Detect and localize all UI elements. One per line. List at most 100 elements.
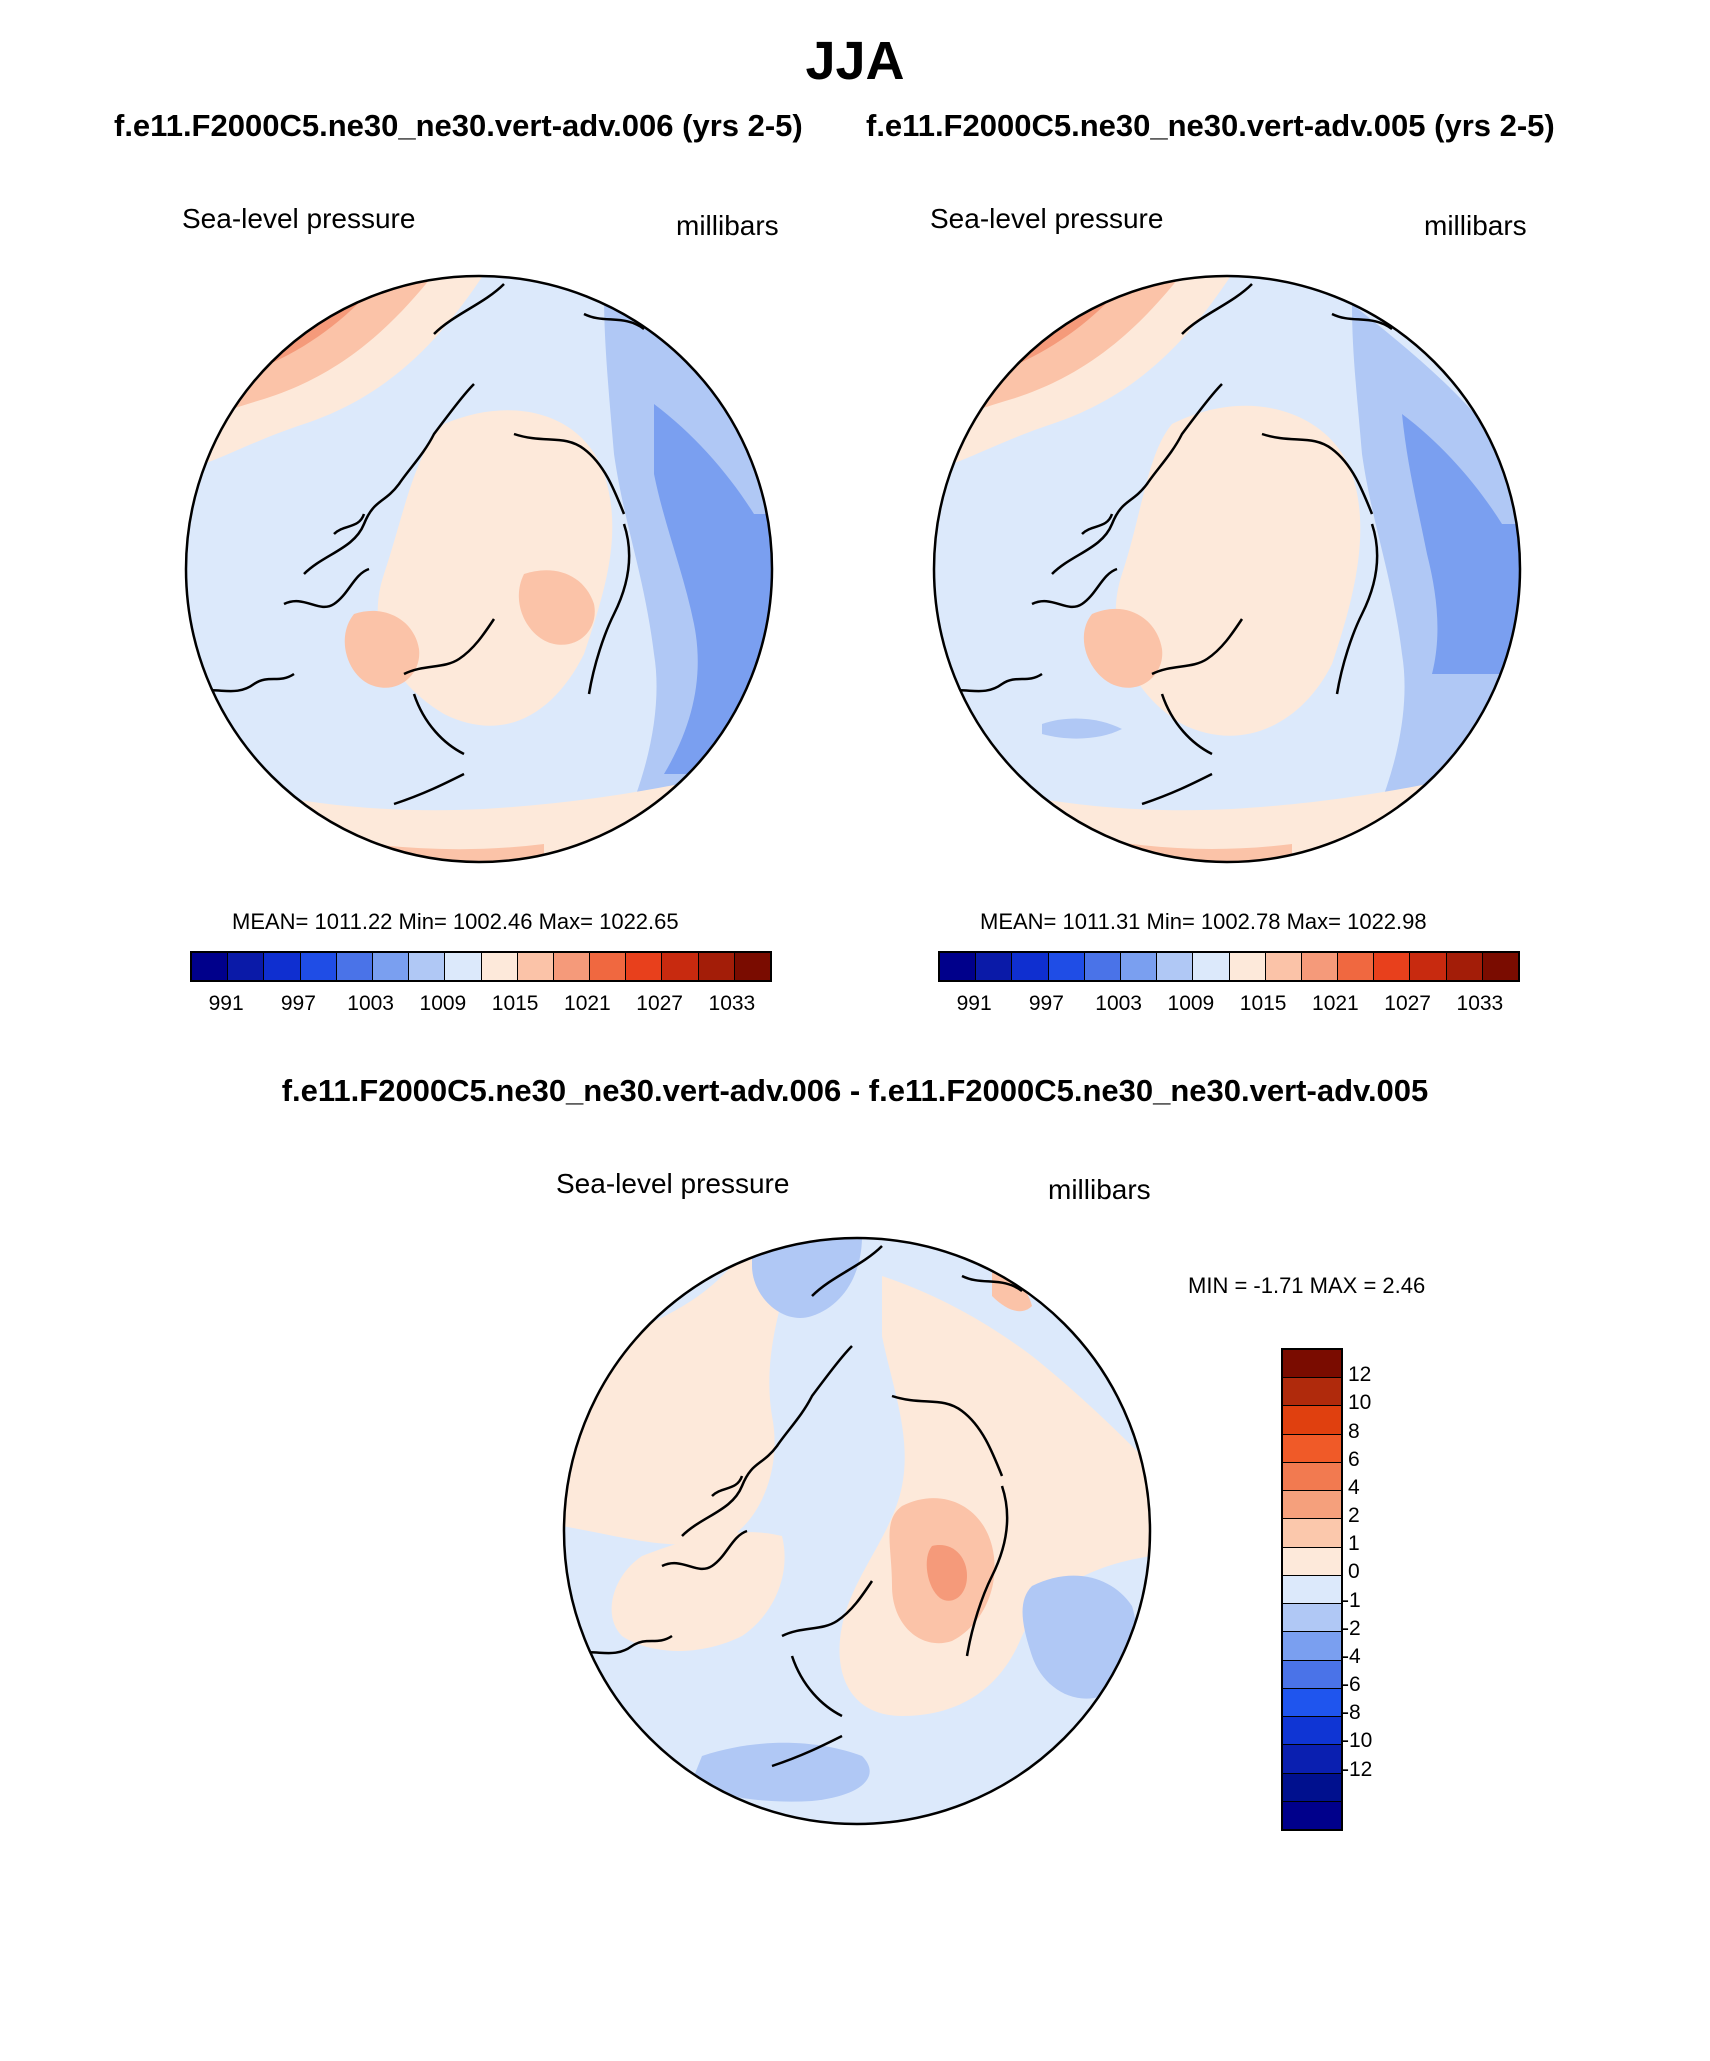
diff-stats: MIN = -1.71 MAX = 2.46 [1188,1273,1426,1298]
case1-title: f.e11.F2000C5.ne30_ne30.vert-adv.006 (yr… [114,108,803,143]
colorbar-swatch [1048,953,1085,980]
left-map-border [184,274,774,864]
colorbar-tick-label: -10 [1342,1729,1373,1753]
diff-title: f.e11.F2000C5.ne30_ne30.vert-adv.006 - f… [281,1073,1429,1108]
colorbar-swatch [1283,1350,1341,1379]
colorbar-swatch [192,953,229,980]
colorbar-swatch [940,953,977,980]
diff-polar-map [562,1236,1152,1826]
left-colorbar [190,951,772,982]
colorbar-swatch [976,953,1013,980]
colorbar-swatch [481,953,518,980]
colorbar-swatch [698,953,735,980]
colorbar-swatch [734,953,770,980]
colorbar-swatch [228,953,265,980]
colorbar-swatch [1338,953,1375,980]
colorbar-tick-label: 4 [1348,1475,1360,1499]
colorbar-tick-label: -12 [1342,1757,1373,1781]
colorbar-tick-label: 997 [280,992,316,1015]
colorbar-tick-label: -4 [1342,1644,1361,1668]
colorbar-tick-label: 991 [208,992,244,1015]
colorbar-swatch [1283,1491,1341,1520]
right-colorbar [938,951,1520,982]
colorbar-swatch [1084,953,1121,980]
colorbar-swatch [1193,953,1230,980]
colorbar-swatch [1012,953,1049,980]
colorbar-tick-label: 1015 [1239,992,1287,1015]
colorbar-swatch [409,953,446,980]
colorbar-swatch [626,953,663,980]
colorbar-swatch [553,953,591,980]
colorbar-swatch [445,953,482,980]
diff-colorbar [1281,1348,1343,1831]
colorbar-tick-label: 1021 [564,992,611,1015]
colorbar-tick-label: 8 [1348,1419,1360,1443]
colorbar-tick-label: 1015 [491,992,539,1015]
colorbar-swatch [1446,953,1483,980]
diff-colorbar-ticks: 12 10 8 6 4 2 1 0 -1 -2 -4 -6 -8 -10 -12 [1342,1348,1408,1827]
colorbar-swatch [1410,953,1447,980]
colorbar-swatch [662,953,699,980]
colorbar-swatch [1283,1434,1341,1463]
colorbar-swatch [1283,1632,1341,1661]
colorbar-swatch [1157,953,1194,980]
colorbar-swatch [1283,1660,1341,1689]
colorbar-swatch [1229,953,1266,980]
colorbar-tick-label: 1009 [1167,992,1215,1015]
left-variable-label: Sea-level pressure [182,203,416,234]
colorbar-tick-label: 1033 [708,992,756,1015]
colorbar-swatch [1283,1378,1341,1407]
colorbar-swatch [1283,1773,1341,1802]
right-stats: MEAN= 1011.31 Min= 1002.78 Max= 1022.98 [980,909,1427,934]
right-variable-label: Sea-level pressure [930,203,1164,234]
colorbar-swatch [1283,1406,1341,1435]
colorbar-swatch [1283,1575,1341,1605]
colorbar-tick-label: 1003 [347,992,394,1015]
colorbar-tick-label: -2 [1342,1616,1361,1640]
colorbar-swatch [1482,953,1518,980]
colorbar-tick-label: 1021 [1312,992,1359,1015]
case2-title: f.e11.F2000C5.ne30_ne30.vert-adv.005 (yr… [866,108,1555,143]
diff-variable-label: Sea-level pressure [556,1168,790,1199]
colorbar-swatch [1283,1745,1341,1774]
colorbar-tick-label: 10 [1348,1391,1372,1415]
colorbar-swatch [590,953,627,980]
left-stats: MEAN= 1011.22 Min= 1002.46 Max= 1022.65 [232,909,679,934]
colorbar-swatch [1120,953,1158,980]
colorbar-tick-label: 1033 [1456,992,1504,1015]
colorbar-tick-label: 997 [1028,992,1064,1015]
colorbar-swatch [517,953,554,980]
right-polar-map [932,274,1522,864]
colorbar-swatch [264,953,301,980]
colorbar-swatch [1374,953,1411,980]
left-colorbar-ticks: 991 997 1003 1009 1015 1021 1027 1033 [190,992,768,1018]
colorbar-swatch [1283,1801,1341,1829]
colorbar-tick-label: 991 [956,992,992,1015]
colorbar-tick-label: -1 [1342,1588,1361,1612]
colorbar-tick-label: 1 [1348,1532,1360,1556]
colorbar-swatch [1283,1717,1341,1746]
colorbar-swatch [1283,1688,1341,1718]
colorbar-tick-label: 12 [1348,1363,1372,1387]
colorbar-tick-label: 0 [1348,1560,1360,1584]
colorbar-tick-label: 1009 [419,992,467,1015]
season-title: JJA [805,31,905,91]
diff-map-border [562,1236,1152,1826]
diff-units-label: millibars [1048,1174,1151,1205]
colorbar-tick-label: 1027 [1384,992,1431,1015]
colorbar-swatch [336,953,373,980]
colorbar-tick-label: 1027 [636,992,683,1015]
colorbar-tick-label: 2 [1348,1504,1360,1528]
right-units-label: millibars [1424,210,1527,241]
colorbar-tick-label: 1003 [1095,992,1142,1015]
colorbar-tick-label: -6 [1342,1673,1361,1697]
colorbar-swatch [1283,1547,1341,1576]
colorbar-swatch [1301,953,1339,980]
right-colorbar-ticks: 991 997 1003 1009 1015 1021 1027 1033 [938,992,1516,1018]
right-map-border [932,274,1522,864]
colorbar-swatch [372,953,410,980]
colorbar-swatch [1265,953,1302,980]
left-units-label: millibars [676,210,779,241]
colorbar-swatch [1283,1604,1341,1633]
left-polar-map [184,274,774,864]
